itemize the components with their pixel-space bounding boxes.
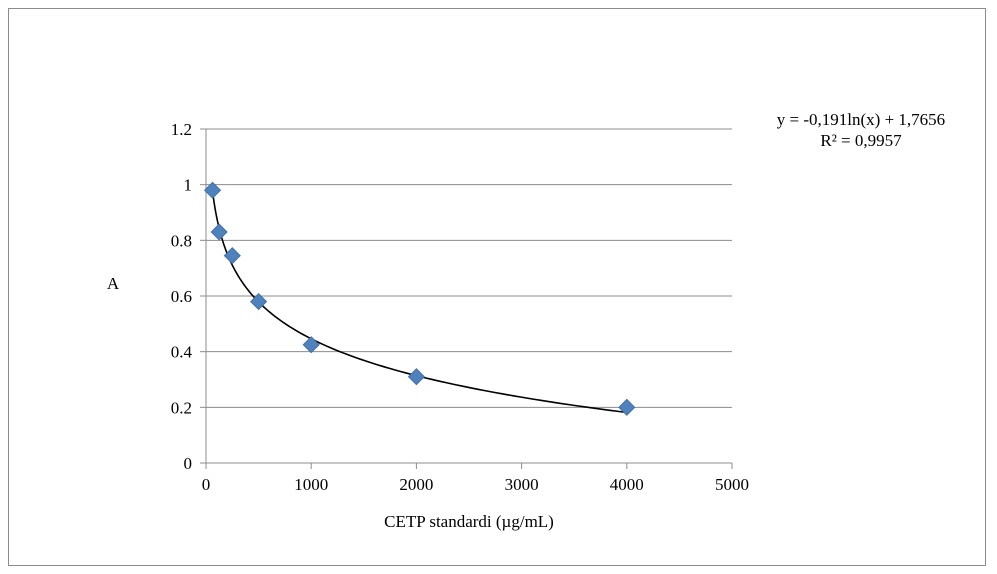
data-points bbox=[204, 181, 636, 416]
x-tick-label: 2000 bbox=[399, 475, 433, 494]
gridlines bbox=[206, 128, 732, 408]
y-tick-label: 0.8 bbox=[171, 231, 192, 250]
x-tick-label: 5000 bbox=[715, 475, 749, 494]
y-tick-label: 0 bbox=[184, 454, 193, 473]
axes bbox=[200, 128, 733, 469]
trendline-r2: R² = 0,9957 bbox=[820, 131, 902, 150]
data-point bbox=[210, 223, 228, 241]
data-point bbox=[223, 247, 241, 265]
chart-svg: 0 0.2 0.4 0.6 0.8 1 1.2 0 1000 2000 3000 4000 5000 C… bbox=[107, 110, 945, 531]
x-tick-label: 4000 bbox=[610, 475, 644, 494]
y-tick-label: 0.4 bbox=[171, 343, 193, 362]
chart-frame: 0 0.2 0.4 0.6 0.8 1 1.2 0 1000 2000 3000 4000 5000 C… bbox=[8, 8, 986, 566]
data-point bbox=[407, 368, 425, 386]
y-tick-label: 0.6 bbox=[171, 287, 192, 306]
x-tick-label: 3000 bbox=[505, 475, 539, 494]
y-axis-label: A bbox=[107, 274, 120, 293]
y-tick-label: 0.2 bbox=[171, 398, 192, 417]
trendline-equation: y = -0,191ln(x) + 1,7656 bbox=[777, 110, 945, 129]
x-tick-label: 1000 bbox=[294, 475, 328, 494]
y-tick-label: 1 bbox=[184, 176, 193, 195]
y-tick-label: 1.2 bbox=[171, 120, 192, 139]
tick-labels: 0 0.2 0.4 0.6 0.8 1 1.2 0 1000 2000 3000 4000 5000 bbox=[171, 120, 749, 494]
data-point bbox=[302, 336, 320, 354]
data-point bbox=[250, 293, 268, 311]
x-axis-label: CETP standardi (µg/mL) bbox=[384, 512, 554, 531]
data-point bbox=[204, 181, 222, 199]
data-point bbox=[618, 398, 636, 416]
x-tick-label: 0 bbox=[202, 475, 211, 494]
